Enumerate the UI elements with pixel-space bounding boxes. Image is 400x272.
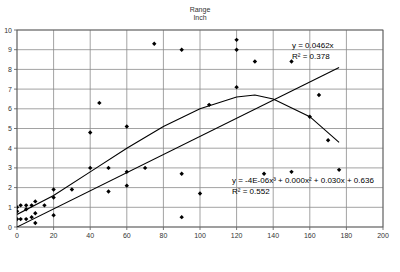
tick	[90, 227, 91, 230]
chart: RangeInch 0 20 40 60 80 100 120 140 160 180 200 0 1 2 3…	[0, 0, 400, 272]
point	[33, 211, 37, 215]
tick	[14, 108, 17, 109]
y-tick-label: 3	[8, 164, 12, 171]
point	[88, 130, 92, 134]
tick	[14, 148, 17, 149]
plot-data	[17, 38, 341, 227]
tick	[14, 227, 17, 228]
y-tick-label: 9	[8, 46, 12, 53]
point	[17, 209, 19, 213]
annotation: R² = 0.378	[292, 52, 330, 61]
y-tick-label: 6	[8, 105, 12, 112]
x-tick-label: 40	[86, 232, 94, 239]
x-tick-label: 200	[377, 232, 389, 239]
grid-line	[17, 69, 383, 70]
point	[180, 172, 184, 176]
tick	[14, 167, 17, 168]
y-tick-label: 0	[8, 224, 12, 231]
plot-frame	[17, 30, 383, 227]
point	[24, 203, 28, 207]
point	[152, 42, 156, 46]
x-tick-label: 120	[231, 232, 243, 239]
tick	[14, 89, 17, 90]
point	[198, 191, 202, 195]
point	[18, 217, 22, 221]
tick	[273, 227, 274, 230]
y-tick-label: 4	[8, 145, 12, 152]
tick	[383, 227, 384, 230]
tick	[236, 227, 237, 230]
tick	[53, 227, 54, 230]
subtitle: Inch	[193, 14, 206, 21]
annotation: y = -4E-06x³ + 0.000x² + 0.030x + 0.636	[232, 176, 374, 185]
background	[0, 0, 400, 272]
tick	[200, 227, 201, 230]
tick	[14, 187, 17, 188]
x-tick-label: 180	[341, 232, 353, 239]
point	[97, 101, 101, 105]
point	[17, 205, 19, 209]
annotation: y = 0.0462x	[292, 41, 334, 50]
x-tick-label: 100	[194, 232, 206, 239]
grid-line	[17, 128, 383, 129]
point	[106, 189, 110, 193]
point	[234, 38, 238, 42]
y-tick-label: 7	[8, 86, 12, 93]
point	[180, 48, 184, 52]
point	[88, 166, 92, 170]
tick	[14, 30, 17, 31]
point	[51, 187, 55, 191]
point	[125, 124, 129, 128]
point	[317, 93, 321, 97]
point	[33, 221, 37, 225]
point	[18, 203, 22, 207]
annotation: R² = 0.552	[232, 187, 270, 196]
grid-line	[17, 148, 383, 149]
point	[143, 166, 147, 170]
tick	[163, 227, 164, 230]
point	[33, 199, 37, 203]
tick	[14, 207, 17, 208]
x-tick-label: 140	[267, 232, 279, 239]
grid-line	[17, 89, 383, 90]
x-tick-label: 20	[50, 232, 58, 239]
x-tick-label: 0	[15, 232, 19, 239]
tick	[14, 69, 17, 70]
point	[70, 187, 74, 191]
grid-line	[17, 207, 383, 208]
y-tick-label: 10	[4, 27, 12, 34]
point	[289, 170, 293, 174]
point	[326, 138, 330, 142]
point	[125, 183, 129, 187]
tick	[309, 227, 310, 230]
y-tick-label: 8	[8, 66, 12, 73]
tick	[14, 128, 17, 129]
trend-line	[17, 95, 339, 214]
point	[253, 59, 257, 63]
tick	[346, 227, 347, 230]
grid-line	[17, 167, 383, 168]
point	[180, 215, 184, 219]
point	[234, 85, 238, 89]
point	[106, 166, 110, 170]
tick	[126, 227, 127, 230]
y-tick-label: 5	[8, 125, 12, 132]
x-tick-label: 60	[123, 232, 131, 239]
x-tick-label: 80	[160, 232, 168, 239]
point	[42, 203, 46, 207]
title: Range	[190, 6, 211, 14]
trend-line	[17, 67, 339, 227]
y-tick-label: 2	[8, 184, 12, 191]
tick	[14, 49, 17, 50]
point	[24, 217, 28, 221]
point	[337, 168, 341, 172]
x-tick-label: 160	[304, 232, 316, 239]
tick	[17, 227, 18, 230]
y-tick-label: 1	[8, 204, 12, 211]
point	[51, 213, 55, 217]
point	[234, 48, 238, 52]
